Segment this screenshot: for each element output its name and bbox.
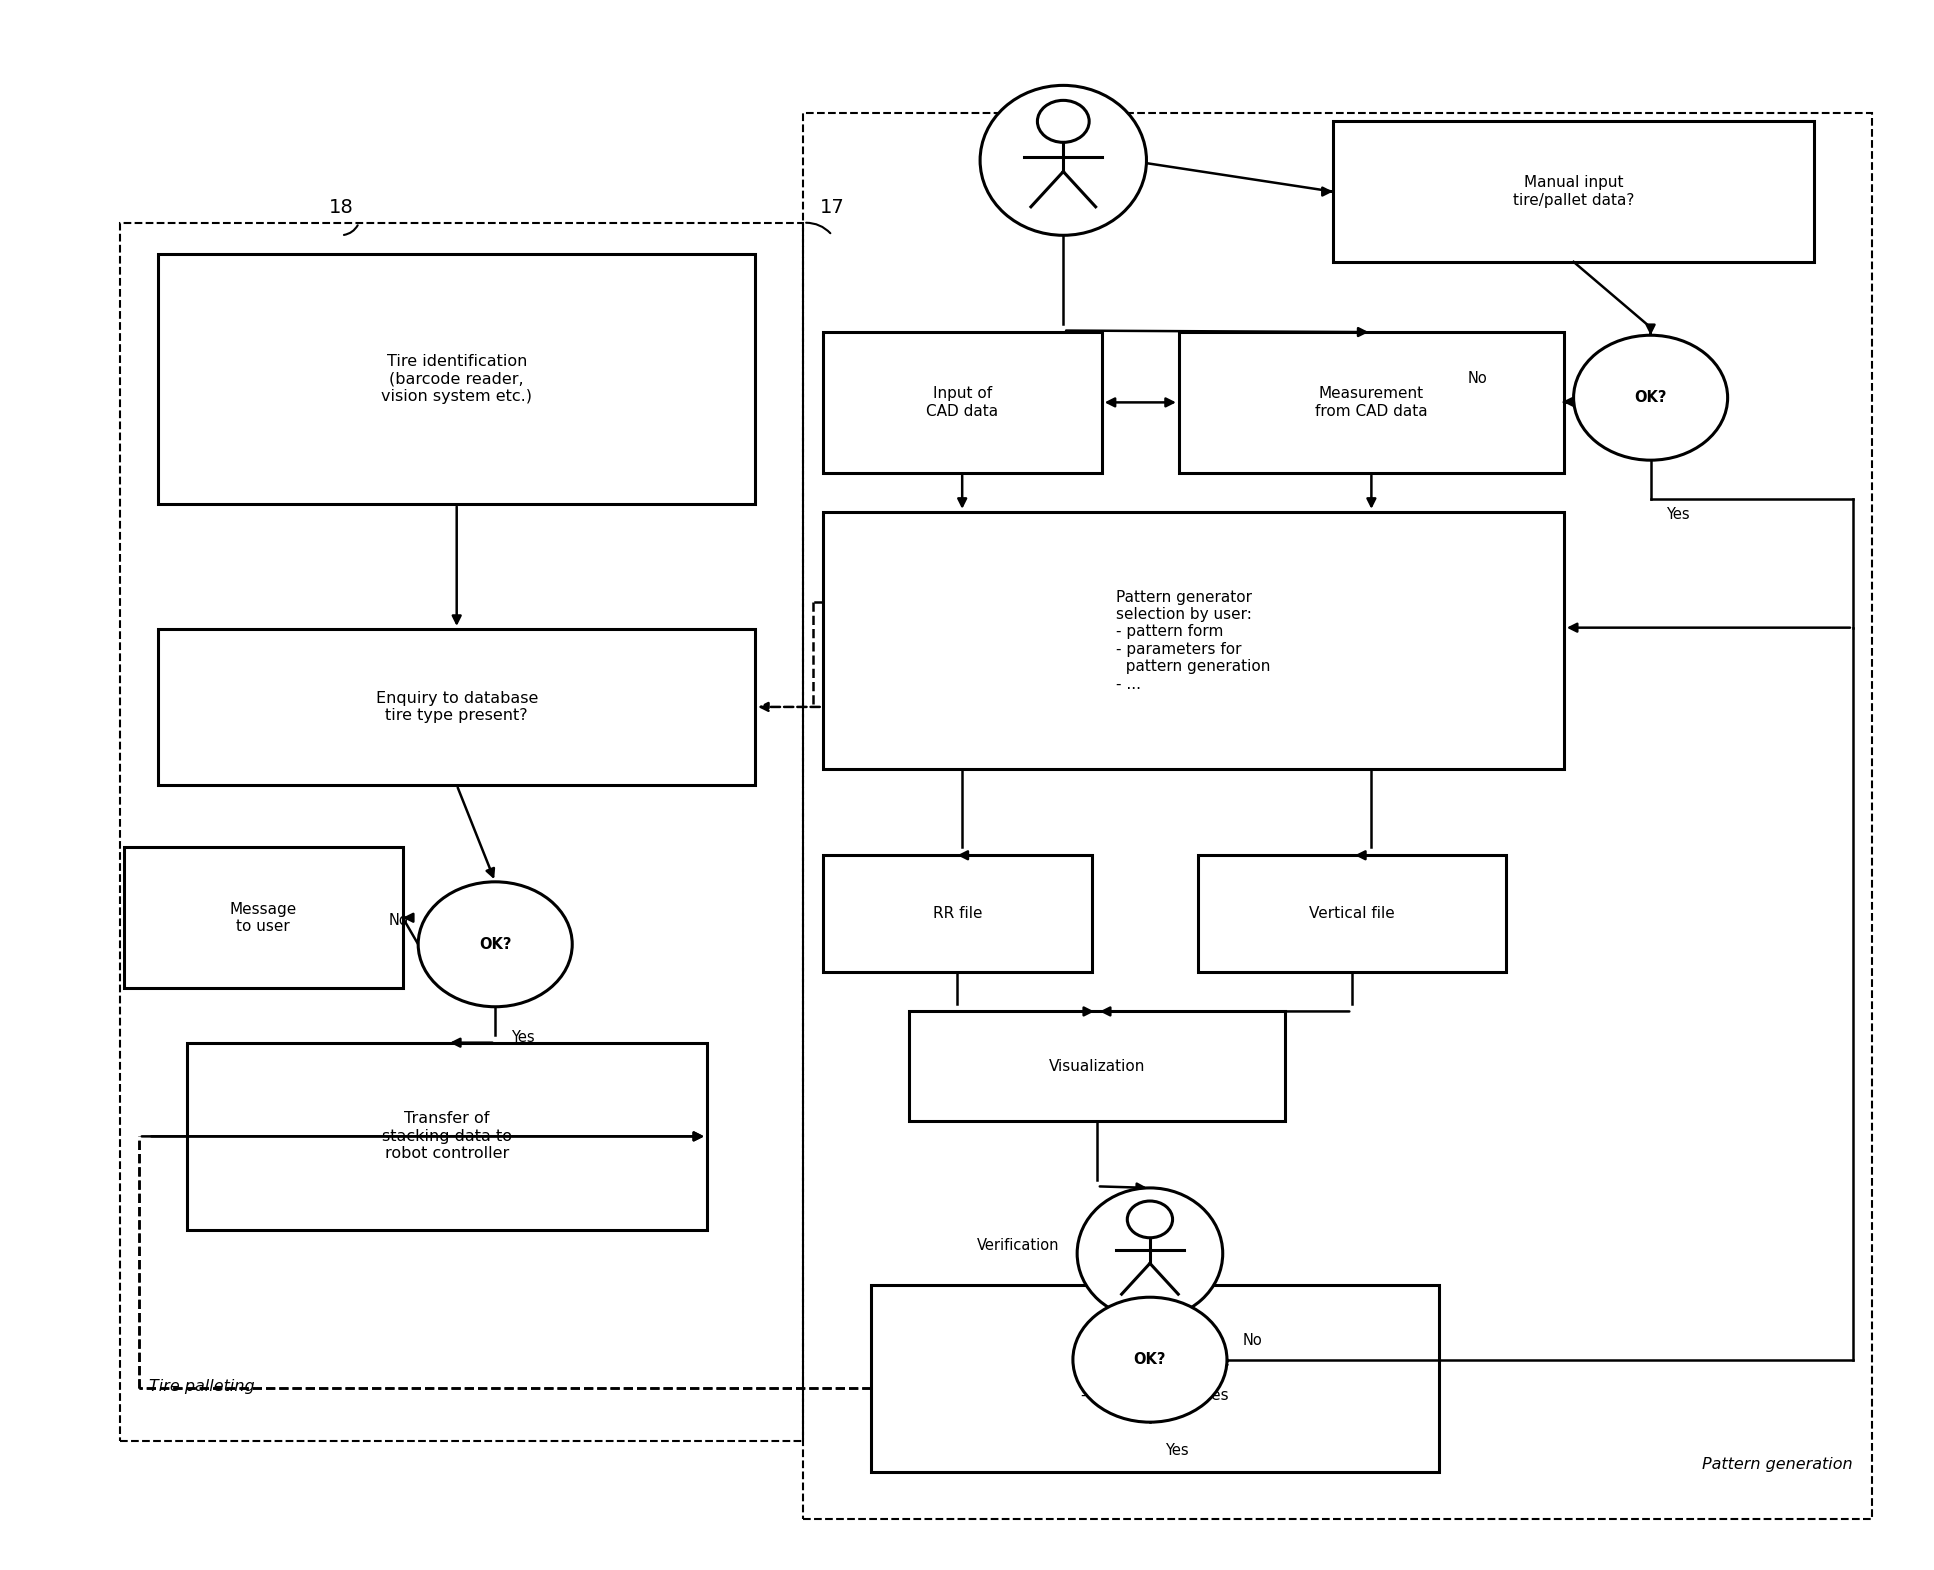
Text: Vertical file: Vertical file [1309, 906, 1394, 922]
Text: 18: 18 [329, 198, 354, 217]
Text: Yes: Yes [511, 1030, 534, 1046]
Text: Yes: Yes [1665, 507, 1690, 523]
Text: Storing in database
- Tire ID
- Stack coordinates: Storing in database - Tire ID - Stack co… [1079, 1353, 1230, 1404]
Text: OK?: OK? [1634, 391, 1667, 405]
FancyBboxPatch shape [124, 848, 402, 988]
Ellipse shape [981, 85, 1147, 236]
Text: Pattern generation: Pattern generation [1702, 1457, 1853, 1473]
Text: Tire palleting: Tire palleting [149, 1378, 253, 1394]
Text: Transfer of
stacking data to
robot controller: Transfer of stacking data to robot contr… [383, 1112, 513, 1162]
FancyBboxPatch shape [1333, 121, 1814, 262]
Text: No: No [389, 914, 408, 928]
Text: 17: 17 [820, 198, 845, 217]
Text: No: No [1468, 372, 1487, 386]
Circle shape [1128, 1201, 1172, 1237]
FancyBboxPatch shape [159, 254, 754, 504]
Ellipse shape [1077, 1188, 1222, 1319]
Text: Enquiry to database
tire type present?: Enquiry to database tire type present? [375, 691, 538, 724]
Text: No: No [1242, 1333, 1263, 1349]
Text: Yes: Yes [1166, 1443, 1189, 1459]
Circle shape [418, 882, 572, 1006]
FancyBboxPatch shape [159, 630, 754, 785]
Text: Manual input
tire/pallet data?: Manual input tire/pallet data? [1512, 176, 1634, 207]
FancyBboxPatch shape [1180, 333, 1565, 473]
Text: OK?: OK? [1133, 1352, 1166, 1367]
Text: OK?: OK? [480, 937, 511, 951]
Circle shape [1574, 336, 1727, 460]
Text: Verification: Verification [977, 1239, 1060, 1253]
FancyBboxPatch shape [870, 1284, 1439, 1473]
FancyBboxPatch shape [1197, 856, 1507, 972]
FancyBboxPatch shape [822, 333, 1102, 473]
FancyBboxPatch shape [909, 1011, 1284, 1121]
Text: Tire identification
(barcode reader,
vision system etc.): Tire identification (barcode reader, vis… [381, 355, 532, 403]
Text: Measurement
from CAD data: Measurement from CAD data [1315, 386, 1427, 419]
Text: Input of
CAD data: Input of CAD data [926, 386, 998, 419]
Circle shape [1037, 100, 1089, 143]
FancyBboxPatch shape [822, 512, 1565, 769]
Text: RR file: RR file [932, 906, 982, 922]
Text: Visualization: Visualization [1048, 1058, 1145, 1074]
FancyBboxPatch shape [822, 856, 1093, 972]
Circle shape [1073, 1297, 1226, 1422]
Text: Pattern generator
selection by user:
- pattern form
- parameters for
  pattern g: Pattern generator selection by user: - p… [1116, 590, 1271, 691]
FancyBboxPatch shape [188, 1042, 708, 1229]
Text: Message
to user: Message to user [230, 901, 296, 934]
